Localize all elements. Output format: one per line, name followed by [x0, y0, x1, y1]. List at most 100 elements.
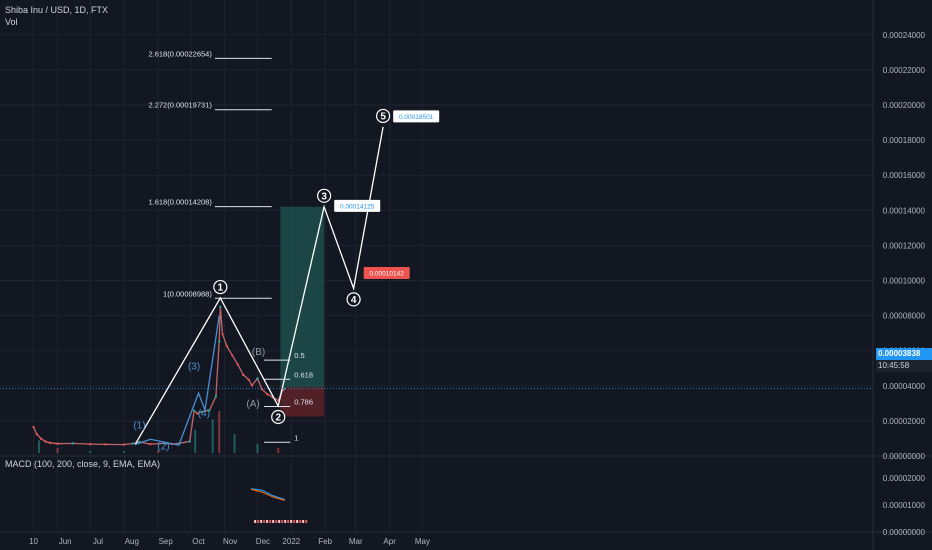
wave-count-circle	[346, 292, 361, 307]
price-tick-label: 0.00024000	[883, 31, 926, 40]
volume-bar	[123, 450, 126, 453]
volume-bar	[56, 447, 59, 453]
price-point	[256, 377, 259, 380]
macd-histogram-bar	[281, 520, 284, 523]
price-point	[208, 409, 211, 412]
time-tick-label: 2022	[282, 537, 300, 546]
fib-extension-label: 1(0.00008988)	[163, 289, 212, 298]
time-tick-label: Aug	[125, 537, 139, 546]
price-tick-label: 0.00020000	[883, 101, 926, 110]
price-tick-label: 0.00000000	[883, 452, 926, 461]
wave-count-label: 2	[275, 412, 281, 423]
price-tick-label: 0.00008000	[883, 312, 926, 321]
price-tick-label: 0.00002000	[883, 417, 926, 426]
macd-histogram-bar	[272, 520, 275, 523]
target-badge-label: 0.00018501	[399, 114, 434, 121]
macd-histogram-bar	[305, 520, 308, 523]
price-tick-label: 0.00022000	[883, 66, 926, 75]
macd-histogram-bar	[299, 520, 302, 523]
stop-badge-label: 0.00010142	[370, 270, 405, 277]
fib-retracement-label: 0.5	[294, 351, 304, 360]
signal-line	[250, 488, 285, 501]
macd-histogram-bar	[269, 520, 272, 523]
corrective-wave-label: (A)	[246, 399, 259, 410]
macd-histogram-bar	[290, 520, 293, 523]
corrective-wave-label: (B)	[252, 347, 265, 358]
wave-count-circle	[376, 108, 391, 124]
wave-count-label: 5	[380, 111, 386, 122]
macd-histogram-bar	[257, 520, 260, 523]
macd-tick-label: 0.00002000	[883, 474, 926, 483]
price-point	[104, 443, 107, 446]
volume-label[interactable]: Vol	[5, 17, 18, 27]
price-point	[214, 395, 218, 398]
price-point	[218, 340, 221, 343]
macd-tick-label: 0.00001000	[883, 501, 926, 510]
wave-count-label: 3	[321, 191, 327, 202]
price-point	[236, 363, 239, 366]
wave-count-circle	[317, 188, 332, 203]
macd-histogram-bar	[293, 520, 296, 523]
price-point	[231, 354, 234, 357]
symbol-title[interactable]: Shiba Inu / USD, 1D, FTX	[5, 5, 109, 15]
stop-zone	[280, 387, 325, 417]
fib-retracement-label: 1	[294, 433, 298, 442]
price-tick-label: 0.00016000	[883, 171, 926, 180]
price-point	[32, 425, 35, 429]
price-point	[56, 442, 59, 445]
wave-count-circle	[213, 279, 228, 295]
macd-histogram-bar	[263, 520, 266, 523]
wave-count-label: 1	[218, 283, 224, 294]
price-point	[71, 442, 75, 445]
time-tick-label: Oct	[192, 537, 205, 546]
price-point	[149, 442, 152, 446]
sub-wave-label: (3)	[188, 362, 200, 373]
volume-bar	[218, 411, 221, 453]
price-point	[219, 305, 222, 309]
price-point	[89, 442, 92, 446]
sub-wave-label: (4)	[198, 409, 210, 420]
time-tick-label: Mar	[349, 537, 363, 546]
fib-extension-label: 2.272(0.00019731)	[148, 101, 212, 110]
time-tick-label: Jul	[93, 537, 103, 546]
macd-histogram-bar	[266, 520, 269, 523]
wave-count-circle	[271, 409, 286, 425]
macd-histogram-bar	[275, 520, 278, 523]
price-tick-label: 0.00014000	[883, 206, 926, 215]
price-point	[35, 432, 38, 436]
volume-bar	[233, 434, 236, 453]
price-point	[266, 393, 269, 396]
stop-badge	[363, 266, 410, 279]
fib-extension-label: 1.618(0.00014208)	[148, 198, 212, 207]
price-tick-label: 0.00018000	[883, 136, 926, 145]
price-point	[200, 410, 203, 413]
price-point	[242, 373, 245, 377]
target-badge-label: 0.00014125	[340, 203, 375, 210]
volume-bar	[194, 429, 197, 453]
current-price-tag: 0.00003838	[876, 348, 932, 360]
price-point	[44, 440, 47, 443]
macd-tick-label: 0.00000000	[883, 528, 926, 537]
price-point	[48, 441, 52, 445]
time-tick-label: Apr	[383, 537, 396, 546]
time-tick-label: 10	[29, 537, 38, 546]
price-point	[131, 442, 135, 445]
fib-extension-label: 2.618(0.00022654)	[148, 49, 212, 58]
target-badge	[393, 110, 440, 123]
volume-bar	[37, 440, 40, 453]
price-point	[188, 440, 191, 443]
price-point	[122, 443, 126, 446]
price-point	[39, 437, 43, 441]
volume-bar	[211, 419, 214, 453]
price-point	[196, 412, 199, 415]
sub-wave-path	[134, 315, 220, 446]
time-tick-label: Jun	[59, 537, 72, 546]
time-tick-label: May	[415, 537, 430, 546]
time-tick-label: Feb	[318, 537, 332, 546]
macd-label[interactable]: MACD (100, 200, close, 9, EMA, EMA)	[5, 459, 161, 469]
fib-retracement-label: 0.786	[294, 398, 313, 407]
price-point	[283, 387, 286, 390]
